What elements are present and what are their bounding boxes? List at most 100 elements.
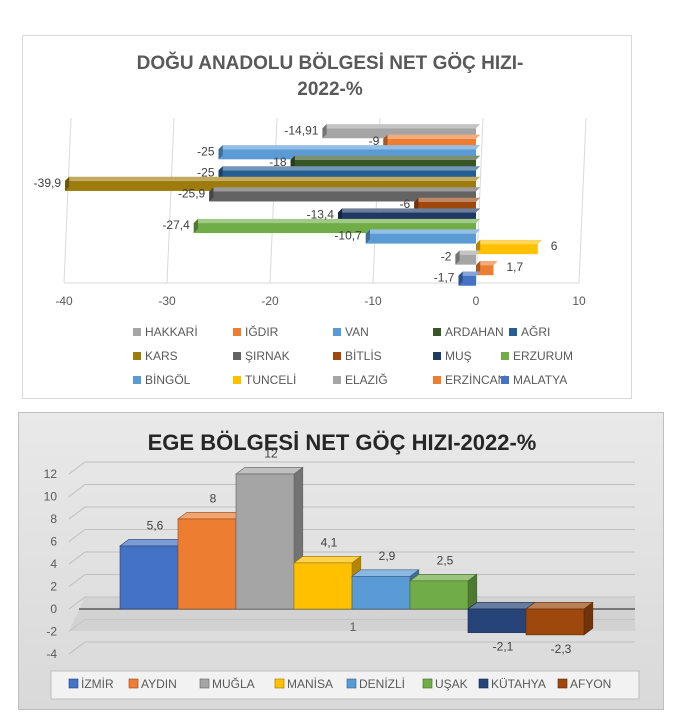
chart1-bar-erzincan bbox=[476, 261, 498, 276]
chart2-legend-box bbox=[50, 670, 640, 700]
chart2-legend-item-denizli: DENİZLİ bbox=[346, 677, 405, 691]
svg-text:HAKKARİ: HAKKARİ bbox=[145, 325, 198, 339]
svg-text:KÜTAHYA: KÜTAHYA bbox=[491, 677, 546, 691]
svg-text:ŞIRNAK: ŞIRNAK bbox=[245, 349, 290, 363]
chart1-data-label-van: -25 bbox=[197, 144, 215, 158]
chart1-gridline bbox=[578, 117, 587, 284]
chart2-data-label-mugla: 12 bbox=[264, 446, 278, 460]
chart1-data-label-sirnak: -25,9 bbox=[178, 186, 206, 200]
chart2-legend-item-kutahya: KÜTAHYA bbox=[478, 677, 546, 691]
chart1-data-label-kars: -39,9 bbox=[34, 176, 62, 190]
chart1-bar-sirnak bbox=[209, 187, 481, 202]
chart2-gridline-diag bbox=[68, 506, 86, 520]
svg-text:MUŞ: MUŞ bbox=[445, 349, 472, 363]
chart1-bar-kars bbox=[65, 176, 481, 191]
chart2-category-label: 1 bbox=[350, 620, 357, 634]
chart2-legend-item-afyon: AFYON bbox=[557, 677, 611, 691]
chart1-x-tick-label: -40 bbox=[55, 294, 73, 308]
chart2-bar-denizli bbox=[351, 569, 420, 610]
chart1-bar-malatya bbox=[458, 271, 481, 286]
chart2-y-tick-label: 12 bbox=[44, 467, 58, 481]
chart1-data-label-malatya: -1,7 bbox=[434, 271, 455, 285]
svg-text:UŞAK: UŞAK bbox=[435, 677, 468, 691]
chart1-data-label-erzincan: 1,7 bbox=[507, 260, 524, 274]
chart1-legend-item-bitlis: BİTLİS bbox=[333, 349, 382, 363]
chart1-x-tick-label: -10 bbox=[364, 294, 382, 308]
svg-text:BİNGÖL: BİNGÖL bbox=[145, 373, 191, 387]
chart1-gridline bbox=[166, 117, 175, 284]
chart-dogu-anadolu-svg: DOĞU ANADOLU BÖLGESİ NET GÖÇ HIZI- 2022-… bbox=[34, 52, 587, 387]
chart1-legend-item-mus: MUŞ bbox=[433, 349, 472, 363]
chart2-legend-item-izmir: İZMİR bbox=[68, 677, 114, 691]
chart1-bar-erzurum bbox=[193, 218, 481, 234]
chart1-legend-item-hakkari: HAKKARİ bbox=[133, 325, 198, 339]
svg-text:AĞRI: AĞRI bbox=[521, 324, 550, 339]
svg-text:IĞDIR: IĞDIR bbox=[245, 324, 279, 339]
svg-text:AFYON: AFYON bbox=[570, 677, 611, 691]
chart2-gridline-diag bbox=[68, 484, 86, 497]
svg-text:MALATYA: MALATYA bbox=[513, 373, 567, 387]
chart1-legend-item-tunceli: TUNCELİ bbox=[233, 373, 296, 387]
svg-text:ARDAHAN: ARDAHAN bbox=[445, 325, 504, 339]
svg-text:MUĞLA: MUĞLA bbox=[212, 676, 255, 691]
chart1-bar-hakkari bbox=[322, 124, 481, 139]
chart1-data-label-hakkari: -14,91 bbox=[284, 123, 318, 137]
chart2-data-label-usak: 2,5 bbox=[437, 553, 454, 567]
chart1-legend-item-van: VAN bbox=[333, 325, 369, 339]
chart1-data-label-igdir: -9 bbox=[369, 134, 380, 148]
svg-text:DENİZLİ: DENİZLİ bbox=[359, 677, 405, 691]
svg-text:KARS: KARS bbox=[145, 349, 178, 363]
chart2-data-label-manisa: 4,1 bbox=[321, 535, 338, 549]
chart-ege-svg: EGE BÖLGESİ NET GÖÇ HIZI-2022-% 5,68124,… bbox=[44, 430, 640, 700]
chart1-legend-item-erzurum: ERZURUM bbox=[501, 349, 573, 363]
chart1-x-tick-label: 10 bbox=[572, 294, 586, 308]
chart2-gridline-diag bbox=[68, 574, 86, 587]
chart1-legend-item-bingol: BİNGÖL bbox=[133, 373, 191, 387]
chart1-legend-item-erzincan: ERZİNCAN bbox=[433, 373, 506, 387]
chart1-legend-item-kars: KARS bbox=[133, 349, 178, 363]
chart1-legend-item-ardahan: ARDAHAN bbox=[433, 325, 504, 339]
chart1-x-tick-label: 0 bbox=[473, 294, 480, 308]
svg-text:ELAZIĞ: ELAZIĞ bbox=[345, 372, 388, 387]
chart2-y-tick-label: 8 bbox=[50, 512, 57, 526]
chart1-x-tick-label: -20 bbox=[261, 294, 279, 308]
chart2-legend-item-aydin: AYDIN bbox=[128, 677, 177, 691]
chart1-legend-item-igdir: IĞDIR bbox=[233, 324, 279, 339]
chart2-y-tick-label: -4 bbox=[46, 647, 57, 661]
chart1-bar-van bbox=[218, 145, 481, 160]
svg-text:TUNCELİ: TUNCELİ bbox=[245, 373, 296, 387]
chart1-data-label-ardahan: -18 bbox=[269, 155, 287, 169]
chart2-bar-mugla bbox=[235, 466, 304, 610]
chart1-data-label-agri: -25 bbox=[197, 165, 215, 179]
chart2-y-tick-label: 2 bbox=[50, 580, 57, 594]
chart2-title: EGE BÖLGESİ NET GÖÇ HIZI-2022-% bbox=[148, 430, 537, 455]
chart1-bar-tunceli bbox=[476, 239, 542, 255]
chart1-data-label-elazig: -2 bbox=[441, 250, 452, 264]
chart2-legend-item-usak: UŞAK bbox=[422, 677, 468, 691]
chart2-y-tick-label: 6 bbox=[50, 535, 57, 549]
chart2-bar-usak bbox=[409, 573, 478, 610]
chart2-y-tick-label: 0 bbox=[50, 602, 57, 616]
chart2-gridline-diag bbox=[68, 461, 86, 475]
svg-text:AYDIN: AYDIN bbox=[141, 677, 177, 691]
chart1-legend-item-sirnak: ŞIRNAK bbox=[233, 349, 290, 363]
chart1-bar-elazig bbox=[455, 250, 481, 265]
chart2-bar-aydin bbox=[177, 511, 246, 610]
chart-dogu-anadolu: DOĞU ANADOLU BÖLGESİ NET GÖÇ HIZI- 2022-… bbox=[22, 35, 632, 399]
chart2-bar-izmir bbox=[119, 538, 188, 610]
chart1-data-label-mus: -13,4 bbox=[307, 208, 335, 222]
chart1-gridline bbox=[475, 117, 484, 284]
chart1-data-label-erzurum: -27,4 bbox=[162, 218, 190, 232]
svg-text:İZMİR: İZMİR bbox=[81, 677, 114, 691]
chart1-data-label-bingol: -10,7 bbox=[334, 229, 362, 243]
svg-text:ERZİNCAN: ERZİNCAN bbox=[445, 373, 506, 387]
svg-text:BİTLİS: BİTLİS bbox=[345, 349, 382, 363]
chart2-legend-item-manisa: MANİSA bbox=[274, 677, 333, 691]
chart2-y-tick-label: 10 bbox=[44, 490, 58, 504]
chart2-bar-afyon bbox=[525, 601, 594, 636]
chart2-data-label-denizli: 2,9 bbox=[379, 549, 396, 563]
chart2-bar-manisa bbox=[293, 555, 362, 610]
svg-text:ERZURUM: ERZURUM bbox=[513, 349, 573, 363]
chart1-legend-item-elazig: ELAZIĞ bbox=[333, 372, 388, 387]
chart1-title-line2: 2022-% bbox=[297, 79, 363, 100]
